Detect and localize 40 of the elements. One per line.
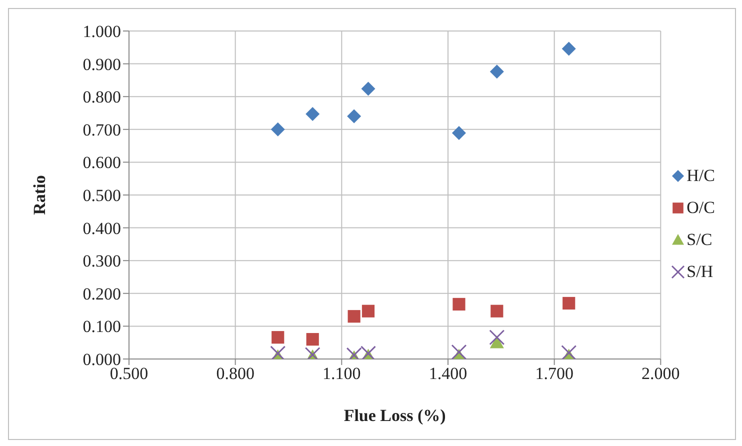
point (347, 109, 362, 124)
x-tick-label: 0.500 (110, 364, 148, 384)
point (562, 42, 576, 56)
point (272, 331, 284, 344)
point (348, 310, 360, 323)
y-tick-label: 0.800 (82, 88, 121, 107)
point (270, 122, 285, 136)
y-tick-label: 1.000 (82, 22, 121, 42)
point (361, 82, 376, 96)
x-tick-label: 1.400 (428, 364, 468, 384)
x-tick-label: 2.000 (642, 364, 680, 384)
legend-label: H/C (686, 166, 715, 186)
legend-label: O/C (686, 198, 715, 218)
point (452, 126, 466, 140)
y-tick-label: 0.200 (82, 284, 121, 304)
y-tick-label: 0.300 (82, 252, 121, 271)
point (561, 345, 577, 359)
legend-label: S/C (686, 230, 712, 250)
x-tick-label: 1.700 (535, 364, 574, 384)
point (489, 330, 505, 346)
x-axis-title: Flue Loss (%) (344, 406, 446, 425)
point (306, 106, 320, 121)
x-tick-label: 1.100 (322, 364, 361, 384)
y-tick-label: 0.600 (82, 153, 121, 172)
point (452, 298, 466, 311)
y-tick-label: 0.900 (82, 54, 121, 74)
y-tick-label: 0.700 (82, 120, 121, 140)
point (270, 346, 286, 359)
legend-label: S/H (686, 262, 714, 282)
x-tick-label: 0.800 (216, 364, 254, 384)
point (490, 64, 504, 79)
point (362, 304, 375, 318)
y-tick-label: 0.400 (82, 218, 121, 238)
point (490, 304, 504, 318)
y-axis-title: Ratio (30, 175, 50, 215)
y-tick-label: 0.100 (82, 317, 121, 336)
point (306, 333, 319, 346)
y-tick-label: 0.500 (82, 186, 121, 206)
point (562, 296, 576, 310)
point (451, 344, 467, 359)
